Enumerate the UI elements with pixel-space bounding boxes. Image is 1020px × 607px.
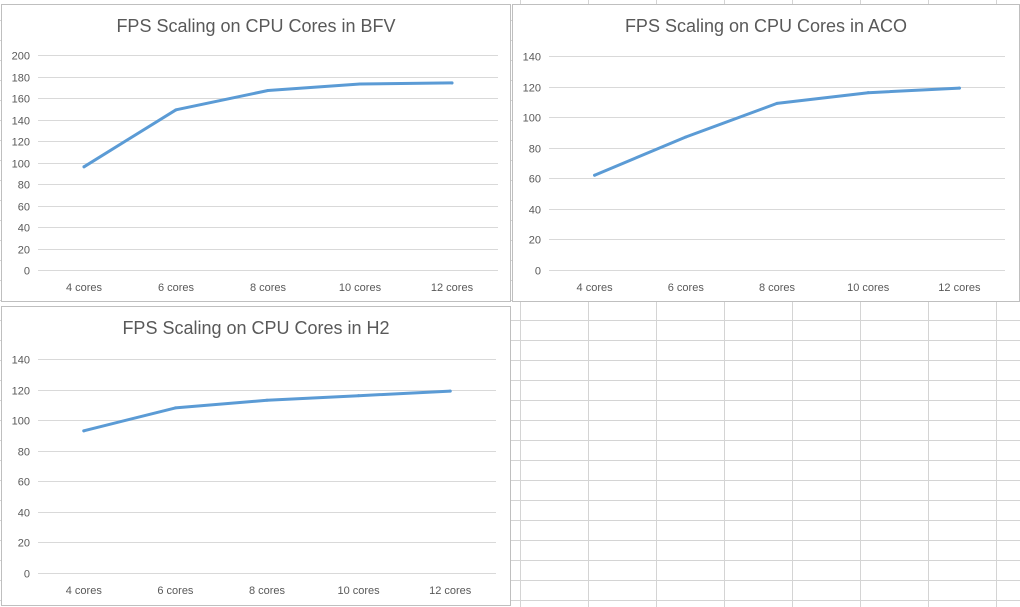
y-tick-label: 140 <box>523 52 541 64</box>
y-tick-label: 120 <box>523 83 541 95</box>
y-tick-label: 40 <box>18 223 30 235</box>
y-tick-label: 80 <box>18 180 30 192</box>
chart-plot: 0 20 40 60 80 100 120 140 160 180 200 4 cores 6 core… <box>12 51 498 294</box>
y-tick-label: 0 <box>535 266 541 278</box>
data-point[interactable] <box>866 91 870 95</box>
y-tick-label: 40 <box>18 508 30 520</box>
chart-plot: 0 20 40 60 80 100 120 140 4 cores 6 cores 8 cores 1… <box>523 52 1005 294</box>
y-tick-label: 60 <box>529 174 541 186</box>
data-point[interactable] <box>593 173 597 177</box>
y-tick-label: 100 <box>523 113 541 125</box>
y-tick-label: 100 <box>12 416 30 428</box>
chart-h2[interactable]: FPS Scaling on CPU Cores in H2 0 20 40 60 80… <box>1 306 511 606</box>
y-tick-label: 40 <box>529 205 541 217</box>
data-point[interactable] <box>450 81 454 85</box>
x-tick-label: 10 cores <box>847 282 890 294</box>
chart-title: FPS Scaling on CPU Cores in ACO <box>624 16 908 36</box>
data-point[interactable] <box>173 406 177 410</box>
y-tick-label: 140 <box>12 116 30 128</box>
series-line[interactable] <box>82 389 452 433</box>
y-tick-label: 200 <box>12 51 30 63</box>
data-point[interactable] <box>957 86 961 90</box>
y-tick-label: 20 <box>18 538 30 550</box>
series-line[interactable] <box>82 81 454 169</box>
series-line[interactable] <box>593 86 961 177</box>
y-tick-label: 60 <box>18 202 30 214</box>
data-point[interactable] <box>684 135 688 139</box>
x-tick-label: 6 cores <box>158 282 195 294</box>
x-tick-label: 8 cores <box>249 585 286 597</box>
data-point[interactable] <box>82 165 86 169</box>
y-tick-label: 120 <box>12 137 30 149</box>
data-point[interactable] <box>174 108 178 112</box>
data-point[interactable] <box>357 394 361 398</box>
data-point[interactable] <box>448 389 452 393</box>
y-tick-label: 0 <box>24 569 30 581</box>
y-tick-label: 180 <box>12 73 30 85</box>
x-tick-label: 12 cores <box>429 585 472 597</box>
chart-bfv[interactable]: FPS Scaling on CPU Cores in BFV 0 20 40 60 8… <box>1 4 511 302</box>
x-tick-label: 10 cores <box>339 282 382 294</box>
x-tick-label: 6 cores <box>157 585 194 597</box>
x-tick-label: 8 cores <box>250 282 287 294</box>
y-tick-label: 120 <box>12 386 30 398</box>
y-tick-label: 100 <box>12 159 30 171</box>
x-tick-label: 12 cores <box>431 282 474 294</box>
x-tick-label: 8 cores <box>759 282 796 294</box>
data-point[interactable] <box>358 82 362 86</box>
x-tick-label: 4 cores <box>577 282 614 294</box>
x-tick-label: 12 cores <box>938 282 981 294</box>
y-tick-label: 60 <box>18 477 30 489</box>
data-point[interactable] <box>82 429 86 433</box>
chart-plot: 0 20 40 60 80 100 120 140 4 cores 6 cores 8 cores 1… <box>12 355 496 597</box>
data-point[interactable] <box>775 101 779 105</box>
y-tick-label: 0 <box>24 266 30 278</box>
y-tick-label: 80 <box>529 144 541 156</box>
x-tick-label: 4 cores <box>66 585 103 597</box>
data-point[interactable] <box>266 88 270 92</box>
chart-title: FPS Scaling on CPU Cores in H2 <box>122 318 390 338</box>
y-tick-label: 80 <box>18 447 30 459</box>
y-tick-label: 140 <box>12 355 30 367</box>
y-tick-label: 20 <box>529 235 541 247</box>
x-tick-label: 4 cores <box>66 282 103 294</box>
chart-aco[interactable]: FPS Scaling on CPU Cores in ACO 0 20 40 60 8… <box>512 4 1020 302</box>
y-tick-label: 20 <box>18 245 30 257</box>
chart-title: FPS Scaling on CPU Cores in BFV <box>116 16 396 36</box>
data-point[interactable] <box>265 398 269 402</box>
y-tick-label: 160 <box>12 94 30 106</box>
x-tick-label: 6 cores <box>668 282 705 294</box>
x-tick-label: 10 cores <box>337 585 380 597</box>
